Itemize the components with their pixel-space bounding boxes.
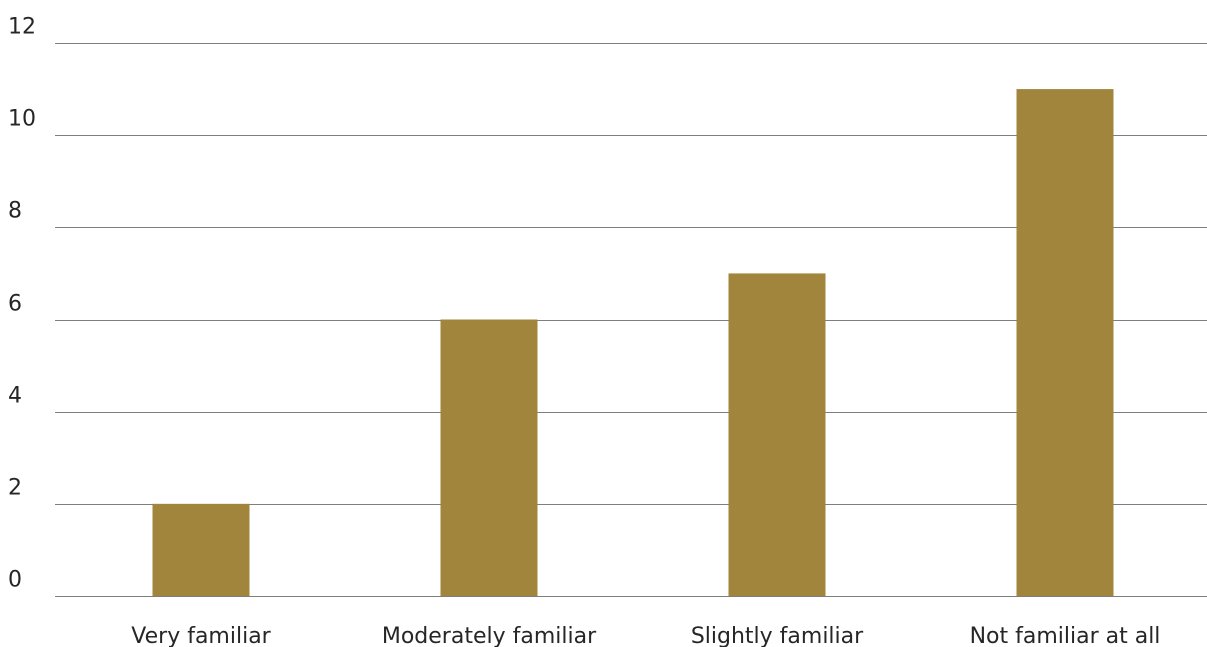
y-tick-label: 0 [8, 568, 22, 593]
bar-not-familiar-at-all [1016, 89, 1114, 596]
bars [152, 89, 1114, 596]
y-tick-label: 10 [8, 107, 36, 132]
y-tick-label: 6 [8, 292, 22, 317]
bar-moderately-familiar [440, 319, 538, 596]
y-tick-label: 8 [8, 199, 22, 224]
y-axis-tick-labels: 0 2 4 6 8 10 12 [8, 15, 36, 593]
x-category-label: Moderately familiar [382, 624, 597, 647]
bar-very-familiar [152, 503, 250, 596]
y-tick-label: 4 [8, 384, 22, 409]
x-category-label: Not familiar at all [970, 624, 1161, 647]
y-tick-label: 2 [8, 476, 22, 501]
x-category-label: Very familiar [131, 624, 271, 647]
x-category-label: Slightly familiar [691, 624, 864, 647]
x-axis-category-labels: Very familiar Moderately familiar Slightly… [131, 624, 1160, 647]
y-tick-label: 12 [8, 15, 36, 40]
bar-slightly-familiar [728, 273, 826, 596]
